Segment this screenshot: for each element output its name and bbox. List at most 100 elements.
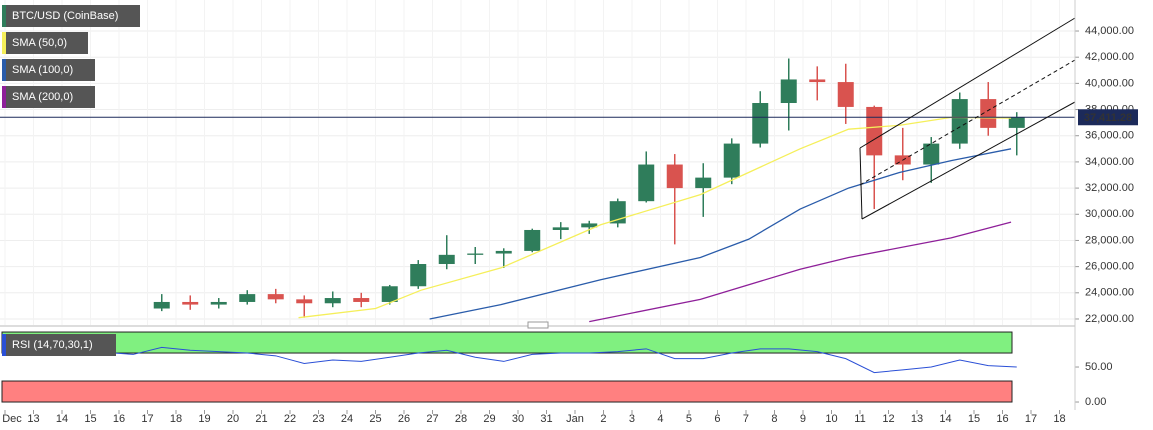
resize-handle[interactable]: [527, 321, 549, 329]
candle-body: [1008, 117, 1025, 128]
legend-swatch: [2, 5, 6, 27]
candle-body: [267, 294, 284, 300]
candle-body: [752, 103, 769, 144]
y-tick-label: 0.00: [1085, 396, 1106, 408]
x-tick-label: 2: [600, 413, 606, 425]
y-tick-label: 28,000.00: [1085, 234, 1134, 246]
x-tick-label: 18: [170, 413, 182, 425]
legend-swatch: [2, 32, 6, 54]
sma-line: [589, 221, 1012, 323]
y-tick-label: 44,000.00: [1085, 25, 1134, 37]
oversold-band: [1, 380, 1013, 403]
x-tick-label: 15: [968, 413, 980, 425]
x-tick-label: 23: [312, 413, 324, 425]
candle-body: [438, 254, 455, 265]
x-tick-label: 17: [141, 413, 153, 425]
candle-body: [524, 229, 541, 251]
last-price-label: 37,411.28: [1084, 112, 1132, 124]
legend-label: SMA (50,0): [12, 37, 67, 49]
x-tick-label: 28: [455, 413, 467, 425]
candle-body: [837, 82, 854, 107]
legend-box: [2, 5, 140, 27]
x-tick-label: 17: [1025, 413, 1037, 425]
x-tick-label: 7: [743, 413, 749, 425]
candle-body: [695, 177, 712, 189]
x-tick-label: 13: [27, 413, 39, 425]
x-tick-label: 16: [113, 413, 125, 425]
candle-body: [780, 79, 797, 104]
x-tick-label: 5: [686, 413, 692, 425]
legend: BTC/USD (CoinBase) SMA (50,0) SMA (100,0…: [2, 5, 140, 356]
candle-body: [467, 253, 484, 255]
x-tick-label: 21: [255, 413, 267, 425]
candle-body: [951, 99, 968, 144]
x-tick-label: 13: [911, 413, 923, 425]
y-tick-label: 24,000.00: [1085, 287, 1134, 299]
x-tick-label: 24: [341, 413, 353, 425]
legend-label: SMA (200,0): [12, 91, 73, 103]
x-tick-label: 3: [629, 413, 635, 425]
y-tick-label: 50.00: [1085, 361, 1113, 373]
x-tick-label: 25: [369, 413, 381, 425]
x-tick-label: 14: [939, 413, 951, 425]
sma-line: [298, 116, 1012, 319]
x-tick-label: 22: [284, 413, 296, 425]
x-tick-label: 31: [540, 413, 552, 425]
y-tick-label: 32,000.00: [1085, 182, 1134, 194]
candle-body: [210, 301, 227, 305]
x-tick-label: 10: [825, 413, 837, 425]
candle-body: [552, 227, 569, 230]
legend-swatch: [2, 59, 6, 81]
x-tick-label: 4: [657, 413, 663, 425]
y-tick-label: 42,000.00: [1085, 51, 1134, 63]
legend-box: [2, 59, 95, 81]
y-tick-label: 26,000.00: [1085, 261, 1134, 273]
sma-line: [429, 148, 1012, 320]
candle-body: [581, 223, 598, 228]
legend-label: SMA (100,0): [12, 64, 73, 76]
candle-body: [638, 164, 655, 202]
last-price-box: [1078, 109, 1138, 126]
x-tick-label: 19: [198, 413, 210, 425]
legend-swatch: [2, 334, 6, 356]
candle-body: [324, 298, 341, 304]
x-tick-label: 11: [854, 413, 865, 425]
channel-edge: [859, 147, 863, 220]
y-tick-label: 30,000.00: [1085, 208, 1134, 220]
x-tick-label: 18: [1053, 413, 1065, 425]
candle-body: [980, 99, 997, 128]
y-tick-label: 36,000.00: [1085, 130, 1134, 142]
candle-body: [153, 301, 170, 309]
candle-body: [809, 79, 826, 83]
y-tick-label: 22,000.00: [1085, 313, 1134, 325]
channel-upper: [859, 17, 1076, 149]
candle-body: [666, 164, 683, 189]
x-tick-label: 15: [84, 413, 96, 425]
legend-box: [2, 86, 95, 108]
y-tick-label: 40,000.00: [1085, 77, 1134, 89]
candle-body: [239, 294, 256, 302]
candle-body: [723, 143, 740, 178]
x-tick-label: 9: [800, 413, 806, 425]
x-tick-label: 26: [398, 413, 410, 425]
x-tick-label: 6: [714, 413, 720, 425]
x-tick-label: 12: [882, 413, 894, 425]
rsi-line: [19, 346, 1017, 374]
x-tick-label: Dec: [2, 413, 22, 425]
candle-body: [495, 250, 512, 254]
candle-body: [410, 264, 427, 287]
x-tick-label: 30: [512, 413, 524, 425]
candle-body: [923, 143, 940, 165]
x-tick-label: 14: [56, 413, 68, 425]
x-tick-label: 16: [996, 413, 1008, 425]
x-tick-label: 20: [227, 413, 239, 425]
candle-body: [381, 286, 398, 302]
channel-lower: [861, 101, 1076, 220]
y-tick-label: 34,000.00: [1085, 156, 1134, 168]
x-tick-label: 27: [426, 413, 438, 425]
x-tick-label: Jan: [566, 413, 584, 425]
candle-body: [296, 299, 313, 304]
legend-swatch: [2, 86, 6, 108]
